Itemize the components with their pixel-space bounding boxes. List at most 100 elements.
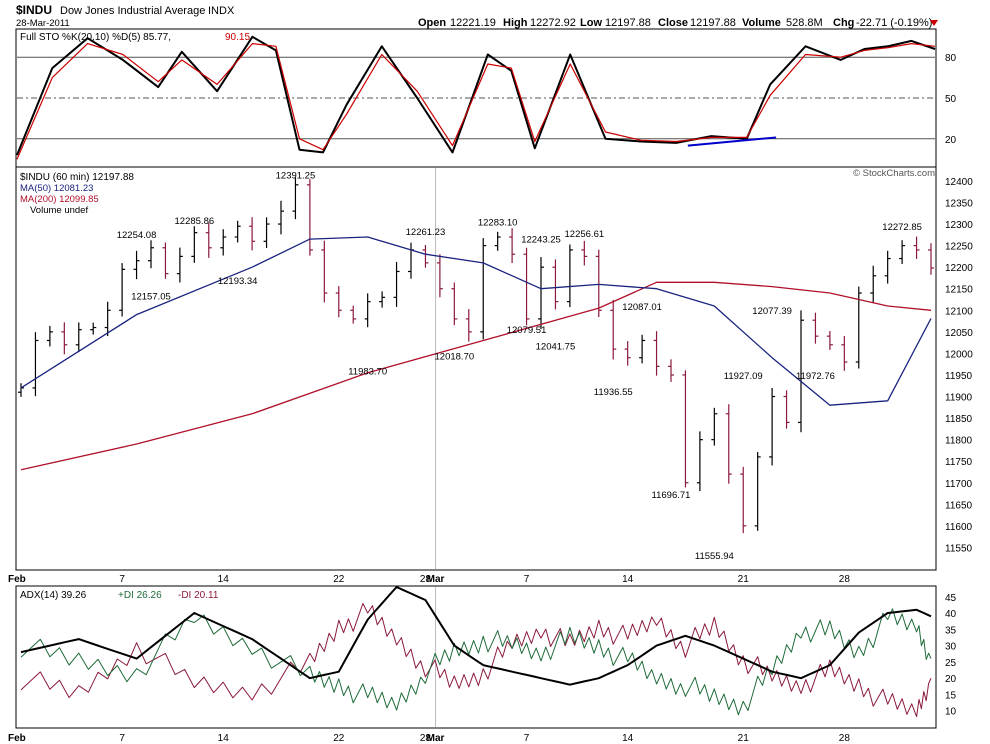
price-bar: [148, 240, 154, 269]
price-tick-label: 11750: [945, 457, 973, 468]
close-label: Close: [658, 17, 688, 29]
down-arrow-icon: [930, 20, 938, 26]
price-bar: [480, 238, 487, 340]
price-annotation: 11936.55: [594, 387, 633, 398]
price-annotation: 12283.10: [478, 217, 518, 228]
price-bar: [220, 229, 227, 256]
price-bar: [61, 322, 68, 355]
symbol-title: $INDU: [16, 3, 52, 17]
price-bar: [119, 263, 126, 317]
price-bar: [798, 310, 804, 433]
price-annotation: 12018.70: [435, 351, 475, 362]
x-axis-label: 7: [524, 733, 530, 744]
price-annotation: 11927.09: [724, 371, 763, 382]
price-annotation: 11972.76: [796, 371, 835, 382]
price-bar: [176, 247, 183, 283]
price-bar: [725, 404, 732, 484]
price-tick-label: 11700: [945, 479, 973, 490]
price-bar: [841, 335, 848, 371]
price-tick-label: 11900: [945, 393, 973, 404]
price-bar: [855, 286, 862, 369]
price-bar: [538, 257, 544, 330]
adx-panel: [15, 585, 937, 729]
open-value: 12221.19: [450, 17, 496, 29]
price-tick-label: 12250: [945, 242, 973, 253]
volume-label: Volume: [742, 17, 781, 29]
price-bar: [350, 305, 357, 324]
price-tick-label: 12000: [945, 349, 973, 360]
price-bar: [783, 390, 790, 429]
x-axis-label: 28: [420, 574, 432, 585]
price-bar: [46, 325, 53, 347]
price-tick-label: 12100: [945, 306, 973, 317]
price-bar: [104, 301, 111, 337]
sto-legend-k: Full STO %K(20,10) %D(5) 85.77,: [20, 32, 171, 43]
adx-tick-label: 15: [945, 690, 957, 701]
x-axis-label: 21: [738, 733, 750, 744]
price-tick-label: 12300: [945, 220, 973, 231]
x-axis-label: Mar: [427, 574, 445, 585]
price-bar: [913, 236, 920, 259]
chg-value: -22.71 (-0.19%): [856, 17, 932, 29]
price-annotation: 11696.71: [652, 490, 691, 501]
price-bar: [451, 282, 458, 326]
security-name: Dow Jones Industrial Average: [60, 5, 205, 17]
price-tick-label: 12350: [945, 198, 973, 209]
open-label: Open: [418, 17, 446, 29]
chg-label: Chg: [833, 17, 854, 29]
x-axis-label: 22: [333, 574, 345, 585]
exchange-code: INDX: [208, 5, 235, 17]
adx-tick-label: 30: [945, 642, 957, 653]
x-axis-label: Feb: [8, 733, 26, 744]
ma50-line: [20, 236, 932, 406]
price-bar: [465, 309, 472, 342]
adx-line-minusdi: [20, 603, 932, 718]
price-annotation: 12254.08: [117, 230, 157, 241]
ma200-legend: MA(200) 12099.85: [20, 194, 99, 205]
adx-tick-label: 40: [945, 609, 957, 620]
sto-tick-label: 20: [945, 135, 957, 146]
watermark: © StockCharts.com: [853, 168, 935, 179]
price-legend-title: $INDU (60 min) 12197.88: [20, 172, 134, 183]
price-bar: [292, 176, 299, 220]
price-bar: [552, 259, 559, 310]
price-annotation: 12391.25: [276, 171, 316, 182]
price-bar: [90, 322, 97, 335]
low-value: 12197.88: [605, 17, 651, 29]
price-bar: [162, 242, 169, 279]
price-bar: [523, 247, 530, 326]
price-bar: [393, 261, 400, 307]
price-bar: [668, 359, 674, 382]
price-bar: [740, 466, 747, 534]
x-axis-label: 14: [622, 574, 634, 585]
price-tick-label: 12400: [945, 177, 973, 188]
price-tick-label: 11950: [945, 371, 973, 382]
price-annotation: 12041.75: [536, 341, 576, 352]
pdi-legend: +DI 26.26: [118, 590, 162, 601]
ma50-legend: MA(50) 12081.23: [20, 183, 93, 194]
price-bar: [624, 341, 631, 366]
price-annotation: 12087.01: [622, 302, 662, 313]
price-tick-label: 11600: [945, 522, 973, 533]
x-axis-label: Mar: [427, 733, 445, 744]
price-legend: $INDU (60 min) 12197.88 MA(50) 12081.23 …: [20, 172, 134, 216]
mdi-legend: -DI 20.11: [178, 590, 219, 601]
x-axis-label: 22: [333, 733, 345, 744]
x-axis-label: 7: [524, 574, 530, 585]
sto-trendline: [687, 136, 777, 147]
adx-tick-label: 35: [945, 625, 957, 636]
close-value: 12197.88: [690, 17, 736, 29]
price-bar: [278, 200, 284, 235]
adx-tick-label: 20: [945, 674, 957, 685]
x-axis-label: 7: [119, 733, 125, 744]
price-bar: [494, 231, 501, 251]
high-label: High: [503, 17, 528, 29]
price-annotation: 12157.05: [131, 292, 171, 303]
high-value: 12272.92: [530, 17, 576, 29]
price-bar: [639, 334, 646, 364]
x-axis-label: 21: [738, 574, 750, 585]
chart-date: 28-Mar-2011: [16, 18, 70, 29]
price-bar: [364, 293, 371, 328]
adx-tick-label: 45: [945, 593, 957, 604]
